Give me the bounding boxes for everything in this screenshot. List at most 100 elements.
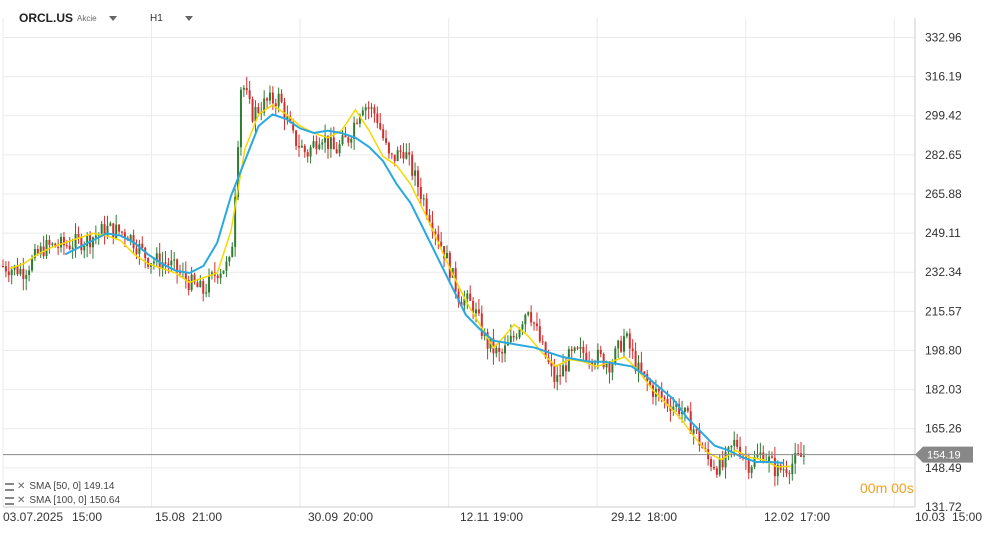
chevron-down-icon[interactable]: [184, 15, 193, 21]
candle-body: [550, 361, 553, 367]
timeframe-selector[interactable]: H1: [150, 8, 193, 28]
candle-body: [538, 326, 541, 342]
candle-body: [219, 273, 222, 279]
candle-body: [678, 404, 681, 414]
candle-body: [86, 235, 89, 247]
candle-body: [408, 152, 411, 155]
candle-body: [440, 241, 443, 247]
candle-body: [637, 362, 640, 371]
candle-body: [692, 429, 695, 434]
x-tick-label: 30.09: [308, 510, 338, 524]
candle-body: [611, 363, 614, 373]
candle-body: [649, 381, 652, 386]
candle-body: [405, 152, 408, 159]
chevron-down-icon[interactable]: [108, 15, 117, 21]
candle-body: [527, 312, 530, 315]
candle-body: [385, 138, 388, 143]
candle-body: [83, 246, 86, 251]
candle-body: [176, 259, 179, 273]
y-tick-label: 332.96: [925, 30, 962, 44]
candle-body: [466, 293, 469, 299]
indicator-legend-sma100[interactable]: ✕ SMA [100, 0] 150.64: [5, 495, 120, 506]
candle-body: [524, 314, 527, 325]
indicator-legend-sma50[interactable]: ✕ SMA [50, 0] 149.14: [5, 481, 114, 492]
candle-body: [660, 391, 663, 398]
candle-body: [399, 150, 402, 153]
candle-body: [620, 340, 623, 352]
x-tick-label: 17:00: [800, 510, 830, 524]
candle-body: [248, 90, 251, 100]
candle-body: [222, 270, 225, 274]
candle-body: [773, 457, 776, 477]
candle-body: [622, 336, 625, 352]
candle-body: [7, 271, 10, 276]
candle-body: [576, 347, 579, 349]
candle-body: [199, 281, 202, 288]
symbol-selector[interactable]: ORCL.US Akcie: [19, 8, 117, 28]
candle-body: [297, 145, 300, 148]
sma-100-line: [64, 113, 784, 464]
candle-body: [617, 340, 620, 349]
candle-body: [593, 363, 596, 365]
candle-body: [739, 446, 742, 457]
candle-body: [411, 154, 414, 176]
candle-body: [2, 266, 4, 268]
candle-body: [712, 466, 715, 469]
close-icon[interactable]: ✕: [17, 495, 26, 506]
candle-body: [402, 152, 405, 159]
candle-body: [425, 198, 428, 216]
close-icon[interactable]: ✕: [17, 481, 26, 492]
y-tick-label: 182.03: [925, 383, 962, 397]
candle-body: [94, 235, 97, 238]
candle-body: [791, 463, 794, 474]
candle-body: [358, 115, 361, 124]
candle-body: [530, 312, 533, 323]
candle-body: [472, 300, 475, 314]
candle-body: [422, 198, 425, 200]
candle-body: [768, 456, 771, 462]
candle-body: [68, 245, 71, 249]
candle-body: [686, 407, 689, 412]
candle-body: [152, 261, 155, 264]
candle-body: [48, 239, 51, 245]
candle-body: [263, 98, 266, 113]
candle-body: [112, 223, 115, 238]
candle-body: [782, 469, 785, 471]
candle-body: [164, 262, 167, 264]
candle-body: [187, 280, 190, 290]
y-tick-label: 148.49: [925, 461, 962, 475]
candle-body: [254, 107, 257, 122]
candle-body: [387, 142, 390, 154]
candle-body: [103, 224, 106, 237]
candle-body: [585, 352, 588, 361]
candle-body: [321, 142, 324, 145]
candle-body: [382, 129, 385, 139]
candle-body: [608, 363, 611, 373]
candle-body: [295, 130, 298, 146]
candle-body: [274, 103, 277, 107]
candle-body: [283, 102, 286, 120]
candle-body: [123, 232, 126, 238]
candle-body: [431, 222, 434, 232]
candle-body: [268, 92, 271, 101]
x-tick-label: 15.08: [155, 510, 185, 524]
candle-body: [324, 135, 327, 143]
candle-body: [541, 341, 544, 343]
y-tick-label: 165.26: [925, 422, 962, 436]
candle-body: [443, 246, 446, 259]
candle-body: [666, 398, 669, 406]
candle-body: [173, 259, 176, 261]
indicator-settings-icon[interactable]: [5, 496, 14, 505]
candle-body: [640, 362, 643, 372]
candle-body: [231, 246, 234, 258]
y-tick-label: 198.80: [925, 343, 962, 357]
candle-body: [416, 170, 419, 188]
candle-body: [51, 243, 54, 245]
candle-body: [129, 235, 132, 241]
y-tick-label: 215.57: [925, 304, 962, 318]
candle-body: [350, 138, 353, 143]
candle-body: [474, 309, 477, 314]
candle-body: [100, 224, 103, 234]
indicator-settings-icon[interactable]: [5, 482, 14, 491]
